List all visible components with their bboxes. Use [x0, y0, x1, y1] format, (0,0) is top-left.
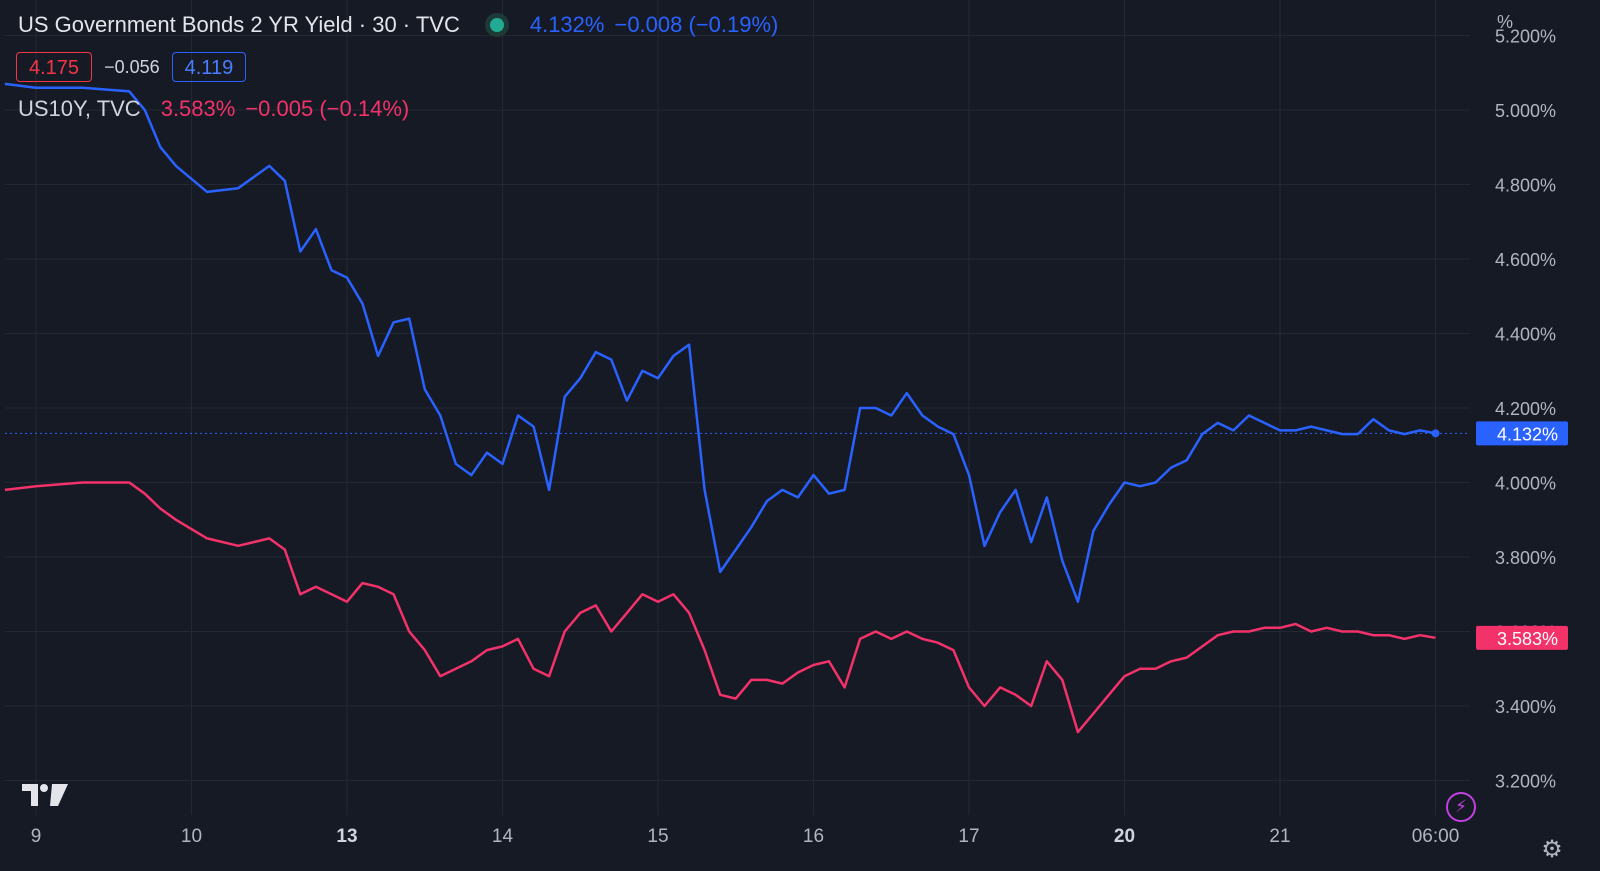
market-status-icon [489, 18, 504, 32]
chart-legend: US Government Bonds 2 YR Yield · 30 · TV… [16, 10, 778, 124]
series-layer [4, 82, 1470, 734]
x-tick-label: 16 [803, 826, 824, 847]
lightning-icon[interactable]: ⚡ [1446, 792, 1476, 822]
x-tick-label: 10 [181, 826, 202, 847]
legend-bid-ask-row: 4.175 −0.056 4.119 [16, 52, 778, 82]
x-tick-label: 9 [31, 826, 42, 847]
spread-value: −0.056 [104, 56, 160, 77]
x-tick-label: 17 [958, 826, 979, 847]
y-tick-label: 3.400% [1495, 697, 1556, 717]
gear-icon[interactable]: ⚙ [1541, 836, 1563, 863]
y-tick-label: 4.200% [1495, 399, 1556, 419]
x-tick-label: 15 [647, 826, 668, 847]
x-tick-label: 21 [1269, 826, 1290, 847]
x-tick-label: 13 [336, 826, 357, 847]
last-price: 4.132% [529, 12, 605, 37]
y-tick-label: 5.000% [1495, 101, 1556, 121]
time-axis[interactable]: 9 10 13 14 15 16 17 20 21 06:00 [31, 826, 1460, 847]
symbol-title[interactable]: US Government Bonds 2 YR Yield · 30 · TV… [18, 12, 460, 37]
y-tick-label: 3.800% [1495, 548, 1556, 568]
y-tick-label: 4.400% [1495, 325, 1556, 345]
y-tick-label: 4.000% [1495, 474, 1556, 494]
x-tick-label: 14 [492, 826, 514, 847]
price-badge-label: 3.583% [1497, 629, 1558, 649]
legend-main-row: US Government Bonds 2 YR Yield · 30 · TV… [18, 10, 778, 40]
price-badge-label: 4.132% [1497, 424, 1558, 444]
x-tick-label: 20 [1114, 826, 1135, 847]
y-unit-label: % [1497, 12, 1513, 32]
y-tick-label: 5.200% [1495, 27, 1556, 47]
price-badge [1476, 625, 1568, 650]
compare-last-price: 3.583% [160, 96, 236, 121]
y-tick-label: 4.800% [1495, 176, 1556, 196]
tradingview-logo-icon[interactable] [22, 782, 70, 808]
price-change: −0.008 (−0.19%) [614, 12, 779, 37]
chart-grid [5, 0, 1470, 815]
last-point-marker [1431, 429, 1440, 438]
price-badge [1476, 421, 1568, 446]
compare-symbol-name[interactable]: US10Y, TVC [18, 96, 141, 121]
buy-price-button[interactable]: 4.119 [171, 52, 247, 82]
x-tick-label: 06:00 [1412, 826, 1460, 847]
y-tick-label: 4.600% [1495, 250, 1556, 270]
price-axis[interactable]: 5.200% 5.000% 4.800% 4.600% 4.400% 4.200% 4.00… [1476, 12, 1568, 792]
compare-price-change: −0.005 (−0.14%) [245, 96, 410, 121]
series-line-10y[interactable] [4, 481, 1436, 734]
legend-compare-row: US10Y, TVC 3.583% −0.005 (−0.14%) [18, 94, 778, 124]
series-line-2y[interactable] [4, 82, 1436, 603]
y-tick-label: 3.200% [1495, 772, 1556, 792]
sell-price-button[interactable]: 4.175 [16, 52, 93, 82]
